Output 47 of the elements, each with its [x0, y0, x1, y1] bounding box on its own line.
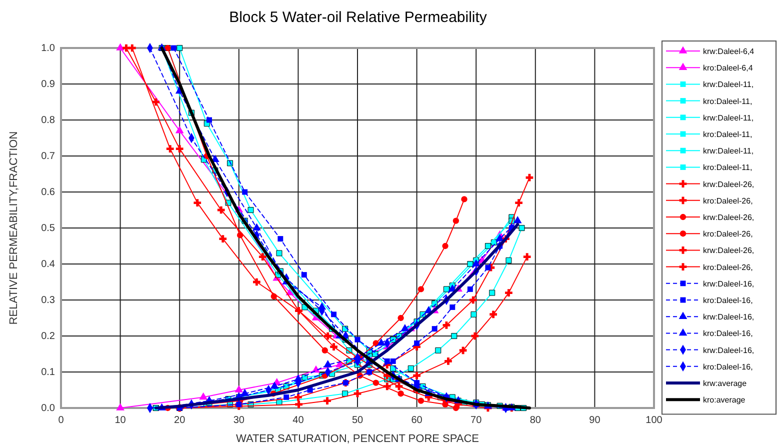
x-tick-label: 30	[233, 415, 245, 426]
y-tick-label: 0.9	[41, 79, 56, 90]
x-tick-label: 60	[411, 415, 423, 426]
x-tick-label: 90	[589, 415, 601, 426]
y-tick-label: 0.8	[41, 115, 56, 126]
legend-label: kro:Daleel-16,	[703, 362, 753, 372]
legend-label: kro:Daleel-26,	[703, 196, 753, 206]
y-tick-label: 0.1	[41, 367, 56, 378]
legend-label: krw:Daleel-16,	[703, 312, 754, 322]
legend-label: kro:Daleel-26,	[703, 230, 753, 239]
legend-label: krw:Daleel-11,	[703, 146, 754, 156]
legend-label: kro:Daleel-16,	[703, 296, 753, 305]
chart-title: Block 5 Water-oil Relative Permeability	[229, 9, 488, 26]
legend-label: krw:Daleel-11,	[703, 80, 754, 90]
x-tick-label: 70	[470, 415, 482, 426]
y-tick-label: 0.3	[41, 295, 56, 306]
legend-label: kro:Daleel-26,	[703, 262, 753, 272]
legend-label: krw:average	[703, 379, 748, 388]
legend-label: krw:Daleel-6,4	[703, 47, 755, 56]
legend-label: kro:Daleel-6,4	[703, 64, 754, 73]
y-tick-label: 0.7	[41, 151, 56, 162]
legend-label: krw:Daleel-11,	[703, 113, 754, 122]
x-tick-label: 10	[114, 415, 126, 426]
y-axis-title: RELATIVE PERMEABILITY,FRACTION	[8, 131, 20, 325]
y-tick-label: 0.6	[41, 187, 56, 198]
x-tick-label: 0	[58, 415, 64, 426]
x-tick-label: 50	[352, 415, 364, 426]
x-tick-label: 40	[292, 415, 304, 426]
x-tick-label: 80	[530, 415, 542, 426]
y-tick-label: 0.2	[41, 331, 56, 342]
legend-label: kro:average	[703, 396, 746, 405]
x-tick-label: 20	[174, 415, 186, 426]
legend-label: krw:Daleel-26,	[703, 180, 754, 189]
legend-label: kro:Daleel-11,	[703, 130, 752, 139]
legend-label: krw:Daleel-26,	[703, 246, 754, 256]
legend-label: krw:Daleel-16,	[703, 346, 754, 355]
legend-label: kro:Daleel-11,	[703, 163, 752, 172]
x-tick-label: 100	[646, 415, 663, 426]
legend-label: kro:Daleel-11,	[703, 96, 752, 106]
y-tick-label: 0.4	[41, 259, 56, 270]
x-axis-title: WATER SATURATION, PENCENT PORE SPACE	[236, 433, 480, 445]
legend-label: krw:Daleel-26,	[703, 213, 754, 222]
y-tick-label: 0.5	[41, 223, 56, 234]
legend-label: kro:Daleel-16,	[703, 329, 753, 338]
y-tick-label: 0.0	[41, 403, 56, 414]
legend-label: krw:Daleel-16,	[703, 279, 754, 288]
y-tick-label: 1.0	[41, 43, 56, 54]
